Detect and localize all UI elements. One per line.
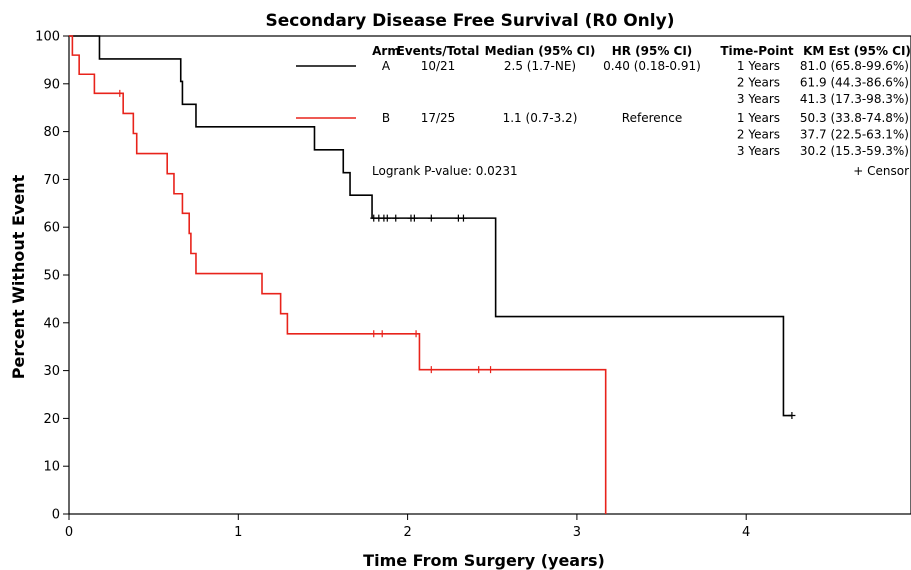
censor-mark <box>383 214 391 222</box>
censor-mark <box>412 330 420 338</box>
censor-mark <box>788 412 796 420</box>
logrank-pvalue: Logrank P-value: 0.0231 <box>372 164 518 178</box>
legend-km-estimate: 61.9 (44.3-86.6%) <box>800 76 909 90</box>
x-tick-label: 0 <box>65 525 73 540</box>
legend-timepoint: 1 Years <box>737 111 780 125</box>
y-tick-label: 50 <box>43 269 60 284</box>
survival-curves <box>69 35 796 514</box>
x-tick-label: 3 <box>573 525 581 540</box>
legend-events: 10/21 <box>421 59 456 73</box>
legend-timepoint: 2 Years <box>737 128 780 142</box>
legend-timepoint: 3 Years <box>737 92 780 106</box>
y-tick-label: 20 <box>43 412 60 427</box>
legend-arm: A <box>382 59 391 73</box>
censor-mark <box>370 330 378 338</box>
chart-title: Secondary Disease Free Survival (R0 Only… <box>266 11 675 31</box>
censor-mark <box>116 89 124 97</box>
censor-mark <box>427 366 435 374</box>
legend-censor-label: + Censor <box>853 164 909 178</box>
axis-ticks: 0 10 20 30 40 50 60 70 80 90 100 0 1 2 3 4 <box>35 30 750 541</box>
censor-mark <box>378 330 386 338</box>
y-tick-label: 60 <box>43 221 60 236</box>
legend-header: HR (95% CI) <box>612 44 693 58</box>
legend-header: Median (95% CI) <box>485 44 596 58</box>
y-tick-label: 70 <box>43 173 60 188</box>
legend-arm: B <box>382 111 390 125</box>
x-axis-label: Time From Surgery (years) <box>363 551 605 570</box>
y-axis-label: Percent Without Event <box>9 174 28 379</box>
y-tick-label: 30 <box>43 364 60 379</box>
censor-mark <box>392 214 400 222</box>
legend-timepoint: 2 Years <box>737 76 780 90</box>
legend-header: Time-Point <box>720 44 794 58</box>
censor-mark <box>427 214 435 222</box>
legend-timepoint: 1 Years <box>737 59 780 73</box>
x-tick-label: 1 <box>234 525 242 540</box>
legend-hr: 0.40 (0.18-0.91) <box>603 59 701 73</box>
y-tick-label: 80 <box>43 125 60 140</box>
censor-mark <box>487 366 495 374</box>
censor-mark <box>459 214 467 222</box>
legend-hr: Reference <box>622 111 682 125</box>
legend-km-estimate: 81.0 (65.8-99.6%) <box>800 59 909 73</box>
legend-header: KM Est (95% CI) <box>803 44 911 58</box>
x-tick-label: 4 <box>742 525 750 540</box>
censor-mark <box>410 214 418 222</box>
legend-events: 17/25 <box>421 111 456 125</box>
legend-timepoint: 3 Years <box>737 144 780 158</box>
y-tick-label: 40 <box>43 316 60 331</box>
series-A-curve <box>69 35 792 417</box>
legend-km-estimate: 41.3 (17.3-98.3%) <box>800 92 909 106</box>
legend-median: 2.5 (1.7-NE) <box>504 59 576 73</box>
legend-header: Arm <box>372 44 400 58</box>
x-tick-label: 2 <box>403 525 411 540</box>
legend-km-estimate: 30.2 (15.3-59.3%) <box>800 144 909 158</box>
y-tick-label: 0 <box>52 508 60 523</box>
censor-mark <box>475 366 483 374</box>
series-B-curve <box>69 35 607 514</box>
legend-km-estimate: 37.7 (22.5-63.1%) <box>800 128 909 142</box>
y-tick-label: 90 <box>43 77 60 92</box>
y-tick-label: 100 <box>35 30 60 45</box>
legend-header: Events/Total <box>397 44 480 58</box>
y-tick-label: 10 <box>43 460 60 475</box>
legend-median: 1.1 (0.7-3.2) <box>503 111 578 125</box>
legend-km-estimate: 50.3 (33.8-74.8%) <box>800 111 909 125</box>
